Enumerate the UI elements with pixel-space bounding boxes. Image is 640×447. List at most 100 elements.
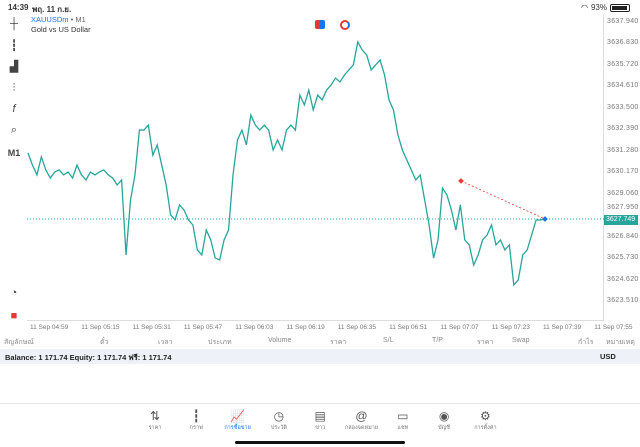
battery-percent: 93% (590, 3, 607, 12)
nav-icon: ▭ (397, 409, 409, 423)
trade-open-marker (458, 178, 464, 184)
bars-chart-icon[interactable]: ▟ (9, 61, 19, 73)
nav-label: กราฟ (189, 425, 203, 431)
column-header[interactable]: ตั๋ว (100, 339, 109, 346)
signal-icon[interactable] (340, 20, 350, 30)
balance-text: Balance: 1 171.74 Equity: 1 171.74 ฟรี: … (5, 353, 172, 362)
price-tick: 3637.940 (607, 18, 639, 25)
price-tick: 3633.500 (607, 103, 639, 111)
nav-icon: ▤ (314, 409, 326, 423)
objects-icon[interactable]: ⌕ (10, 124, 18, 136)
time-tick: 11 Sep 06:51 (389, 324, 428, 331)
price-tick: 3627.950 (607, 204, 639, 211)
nav-label: กล่องจดหมาย (344, 425, 379, 431)
price-tick: 3634.610 (607, 82, 639, 90)
nav-icon: @ (355, 409, 368, 423)
price-line (27, 40, 546, 287)
symbol-name[interactable]: XAUUSDm (31, 15, 69, 24)
time-tick: 11 Sep 05:31 (132, 324, 171, 331)
candles-icon[interactable]: ┇ (10, 40, 18, 52)
symbol-info: XAUUSDm • M1 Gold vs US Dollar (31, 15, 91, 34)
nav-icon: ⇅ (149, 409, 161, 423)
nav-label: การตั้งค่า (474, 425, 497, 431)
nav-icon: 📈 (230, 409, 246, 423)
time-tick: 11 Sep 05:47 (183, 324, 223, 331)
price-tick: 3626.840 (607, 232, 639, 240)
clock: 14:39 (8, 3, 29, 12)
nav-item[interactable]: 📈 การซื้อขาย (218, 409, 258, 432)
time-tick: 11 Sep 07:39 (543, 324, 582, 331)
nav-label: บัญชี (438, 425, 451, 431)
nav-item[interactable]: ┇ กราฟ (176, 409, 216, 432)
symbol-description: Gold vs US Dollar (31, 25, 91, 34)
price-tick: 3630.170 (607, 168, 639, 176)
time-tick: 11 Sep 05:15 (81, 324, 120, 331)
column-header[interactable]: ประเภท (208, 339, 232, 346)
nav-icon: ┇ (192, 409, 200, 423)
date: พฤ. 11 ก.ย. (32, 5, 72, 14)
nav-label: ข่าว (315, 425, 326, 431)
nav-label: การซื้อขาย (224, 425, 251, 431)
column-header[interactable]: สัญลักษณ์ (4, 339, 34, 346)
status-bar: 14:39 พฤ. 11 ก.ย. ◠ 93% (0, 0, 640, 14)
indicators-icon[interactable]: ⫶ (12, 82, 16, 94)
balance-bar: Balance: 1 171.74 Equity: 1 171.74 ฟรี: … (0, 349, 640, 364)
nav-icon: ◷ (273, 409, 285, 423)
time-tick: 11 Sep 06:19 (286, 324, 325, 331)
nav-label: ประวัติ (270, 425, 287, 431)
column-header[interactable]: หมายเหตุ (606, 339, 635, 346)
history-chart-icon[interactable]: ◔ (10, 287, 18, 299)
column-header[interactable]: เวลา (158, 339, 173, 346)
nav-item[interactable]: ⇅ ราคา (135, 409, 175, 432)
column-header[interactable]: T/P (432, 337, 443, 344)
nav-item[interactable]: ⚙ การตั้งค่า (465, 409, 505, 432)
nav-icon: ⚙ (480, 409, 491, 423)
time-tick: 11 Sep 07:23 (491, 324, 530, 331)
column-header[interactable]: Swap (512, 337, 530, 344)
wifi-icon: ◠ (581, 3, 588, 12)
time-tick: 11 Sep 04:59 (30, 324, 69, 331)
crosshair-icon[interactable]: ┼ (10, 18, 18, 30)
price-tick: 3635.720 (607, 60, 639, 68)
nav-item[interactable]: ◷ ประวัติ (259, 409, 299, 432)
nav-item[interactable]: @ กล่องจดหมาย (342, 409, 382, 432)
price-chart[interactable] (27, 14, 604, 321)
price-tick: 3625.730 (607, 254, 639, 262)
current-price-label: 3627.749 (604, 215, 638, 225)
price-tick: 3632.390 (607, 125, 639, 133)
symbol-timeframe: M1 (75, 15, 86, 24)
nav-label: แชท (397, 425, 409, 431)
nav-item[interactable]: ▤ ข่าว (300, 409, 340, 432)
currency: USD (600, 352, 616, 361)
trade-connector-line (460, 180, 546, 220)
trade-table-header: สัญลักษณ์ ตั๋ว เวลา ประเภท Volume ราคา S/L T/P ร… (0, 336, 640, 349)
price-tick: 3623.510 (607, 296, 639, 304)
column-header[interactable]: ราคา (477, 339, 494, 346)
home-indicator[interactable] (235, 441, 405, 444)
time-tick: 11 Sep 06:03 (235, 324, 274, 331)
nav-item[interactable]: ▭ แชท (383, 409, 423, 432)
one-click-trading-icon[interactable] (315, 20, 325, 29)
column-header[interactable]: กำไร (578, 339, 594, 346)
trade-close-marker (542, 216, 548, 222)
chart-toolbar: ┼ ┇ ▟ ⫶ f ⌕ M1 ◔ ■ (0, 14, 27, 322)
price-tick: 3631.280 (607, 146, 639, 154)
time-tick: 11 Sep 07:07 (440, 324, 479, 331)
chart-svg (27, 40, 604, 287)
time-tick: 11 Sep 07:55 (594, 324, 633, 331)
bottom-nav: ⇅ ราคา ┇ กราฟ 📈 การซื้อขาย ◷ ประวัติ ▤ ข่าว @ กล่อง… (0, 403, 640, 447)
price-tick: 3624.620 (607, 275, 639, 283)
column-header[interactable]: Volume (268, 337, 292, 344)
timeframe-button[interactable]: M1 (7, 148, 21, 158)
nav-icon: ◉ (438, 409, 450, 423)
nav-item[interactable]: ◉ บัญชี (424, 409, 464, 432)
price-tick: 3636.830 (607, 39, 639, 47)
time-tick: 11 Sep 06:35 (337, 324, 376, 331)
function-icon[interactable]: f (12, 103, 16, 115)
price-tick: 3629.060 (607, 189, 639, 197)
column-header[interactable]: ราคา (330, 339, 347, 346)
column-header[interactable]: S/L (383, 337, 394, 344)
nav-label: ราคา (148, 425, 162, 431)
battery-icon (610, 3, 630, 12)
trade-icon[interactable]: ■ (10, 310, 18, 322)
